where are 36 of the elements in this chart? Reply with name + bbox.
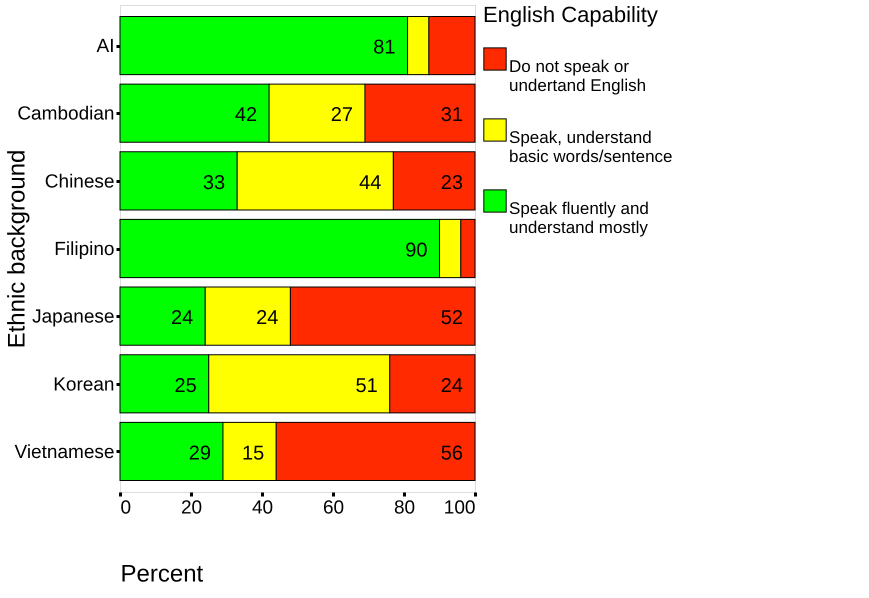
x-tick-label: 20 (180, 498, 202, 518)
data-label: 24 (170, 307, 194, 330)
y-tick-label: Filipino (54, 239, 114, 260)
data-label: 29 (188, 442, 211, 464)
x-tick-label: 0 (120, 498, 132, 518)
x-tick-label: 100 (444, 498, 476, 518)
data-label: 23 (440, 172, 463, 194)
y-axis-title: Ethnic background (4, 150, 31, 348)
x-tick-label: 60 (322, 498, 344, 518)
x-tick-label: 80 (394, 498, 416, 518)
data-label: 33 (202, 172, 226, 194)
data-label: 15 (242, 442, 264, 464)
y-tick-label: Cambodian (17, 104, 114, 125)
y-tick-label: AI (96, 36, 114, 58)
legend-label: Speak, understand basic words/sentence (509, 128, 672, 166)
x-tick-label: 40 (252, 498, 274, 518)
data-label: 24 (256, 307, 278, 330)
x-axis-title: Percent (120, 560, 204, 588)
legend-label: Do not speak or undertand English (509, 57, 646, 95)
data-label: 42 (234, 104, 258, 126)
data-label: 27 (330, 104, 353, 126)
data-label: 56 (440, 442, 463, 464)
y-tick-label: Korean (53, 374, 114, 396)
data-label: 51 (356, 374, 378, 397)
data-label: 44 (359, 172, 382, 194)
data-label: 52 (440, 307, 463, 330)
y-tick-label: Japanese (32, 306, 114, 328)
legend-label: Speak fluently and understand mostly (509, 199, 649, 237)
y-tick-label: Chinese (44, 171, 114, 192)
data-label: 81 (373, 36, 396, 59)
data-label: 90 (405, 240, 428, 262)
y-tick-label: Vietnamese (14, 442, 114, 463)
legend-title: English Capability (483, 2, 658, 27)
data-label: 25 (174, 374, 197, 397)
data-label: 31 (440, 104, 463, 126)
data-label: 24 (440, 374, 463, 397)
